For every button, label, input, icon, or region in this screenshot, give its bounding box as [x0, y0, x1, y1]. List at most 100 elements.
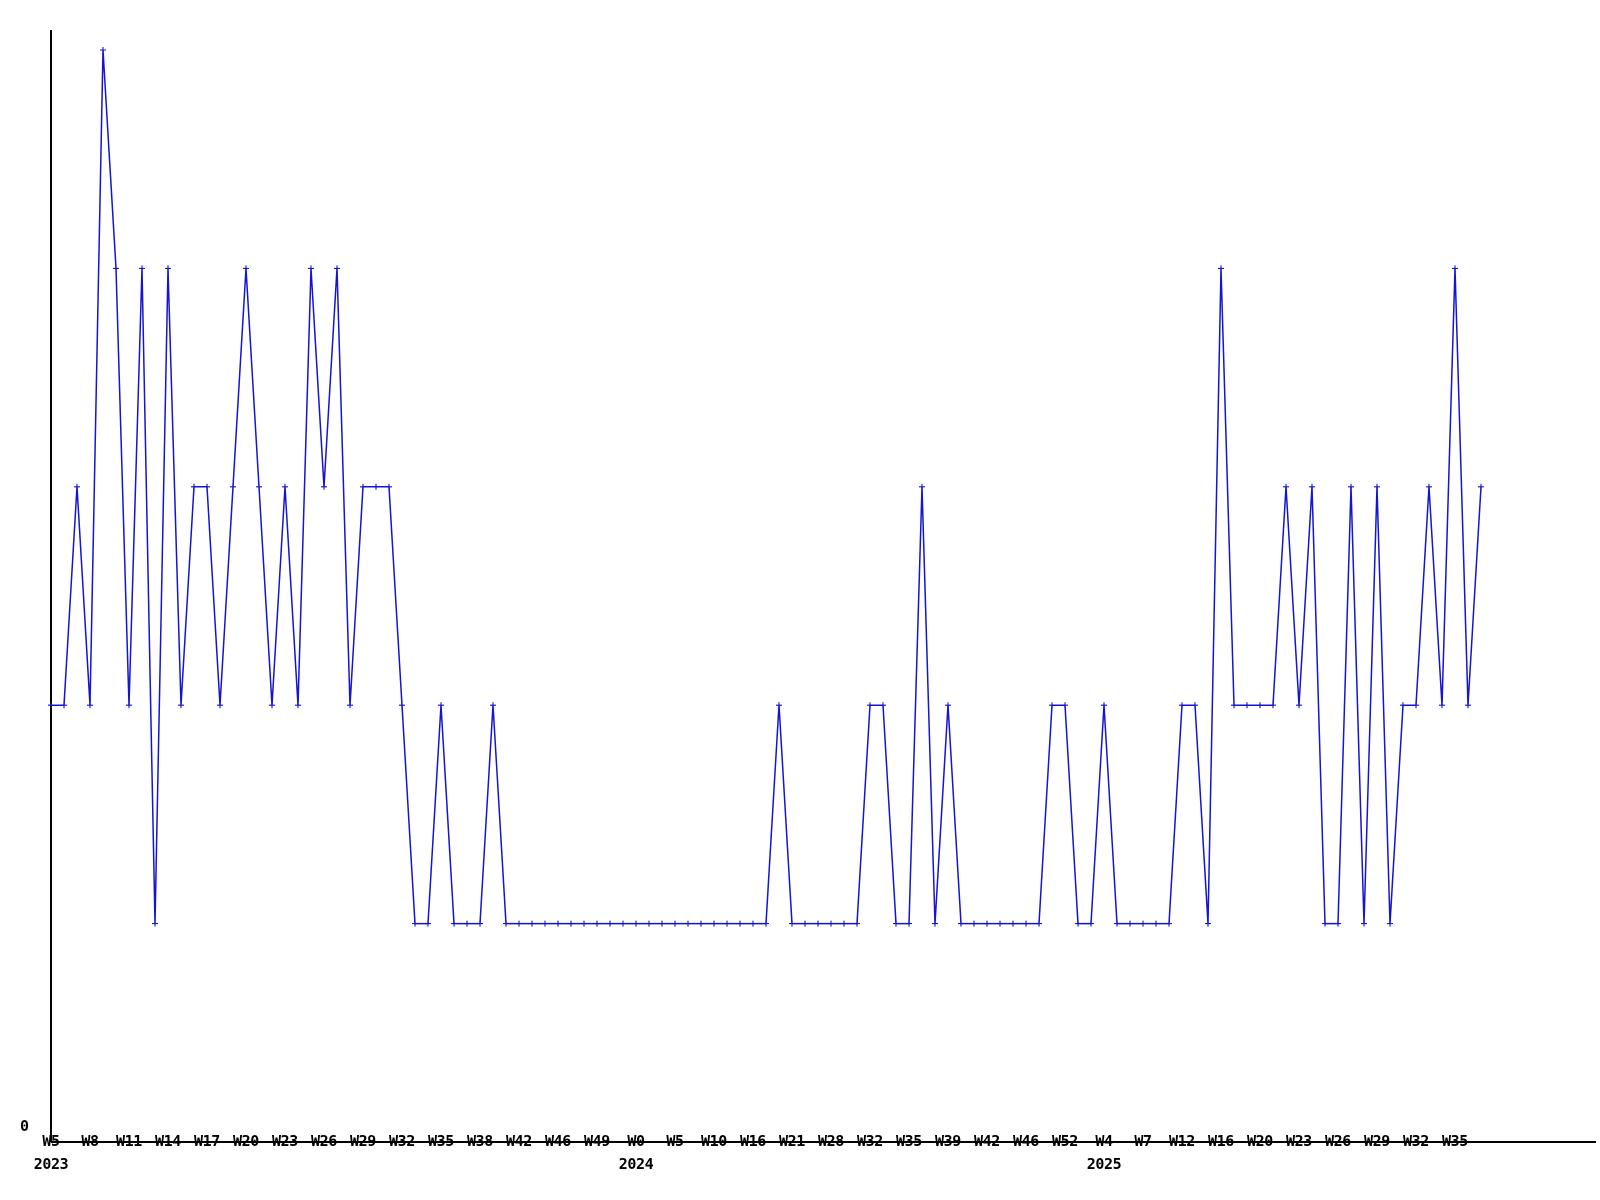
series-data-point	[971, 920, 977, 927]
series-data-point	[1036, 920, 1042, 927]
series-data-point	[737, 920, 743, 927]
x-axis-tick-label: W42	[974, 1132, 1000, 1150]
series-data-point	[1010, 920, 1016, 927]
series-data-point	[1127, 920, 1133, 927]
x-axis-year-label: 2024	[618, 1155, 654, 1173]
series-data-point	[178, 702, 184, 709]
series-data-point	[711, 920, 717, 927]
series-data-point	[1452, 265, 1458, 272]
series-data-point	[360, 483, 366, 490]
x-axis-tick-label: W38	[467, 1132, 493, 1150]
series-data-point	[1257, 702, 1263, 709]
x-axis-tick-label: W20	[1247, 1132, 1273, 1150]
series-data-point	[139, 265, 145, 272]
series-data-point	[321, 483, 327, 490]
series-data-point	[789, 920, 795, 927]
series-data-point	[1400, 702, 1406, 709]
series-data-point	[87, 702, 93, 709]
series-data-point	[581, 920, 587, 927]
x-axis-tick-label: W46	[1013, 1132, 1039, 1150]
series-data-point	[841, 920, 847, 927]
series-data-point	[1348, 483, 1354, 490]
x-axis-tick-label: W5	[42, 1132, 60, 1150]
series-data-point	[698, 920, 704, 927]
series-data-point	[945, 702, 951, 709]
series-data-point	[165, 265, 171, 272]
series-data-point	[1322, 920, 1328, 927]
series-data-point	[815, 920, 821, 927]
series-data-point	[984, 920, 990, 927]
series-data-point	[802, 920, 808, 927]
x-axis-tick-label: W32	[1403, 1132, 1429, 1150]
series-data-point	[958, 920, 964, 927]
series-data-point	[1270, 702, 1276, 709]
series-data-point	[334, 265, 340, 272]
series-data-point	[100, 47, 106, 53]
series-data-point	[490, 702, 496, 709]
x-axis-tick-label: W52	[1052, 1132, 1078, 1150]
series-data-point	[373, 483, 379, 490]
series-data-point	[529, 920, 535, 927]
series-data-point	[724, 920, 730, 927]
series-data-point	[932, 920, 938, 927]
series-data-point	[1114, 920, 1120, 927]
x-axis-tick-label: W0	[627, 1132, 645, 1150]
x-axis-tick-label: W21	[779, 1132, 805, 1150]
x-axis-tick-label: W20	[233, 1132, 259, 1150]
series-data-point	[477, 920, 483, 927]
series-data-point	[867, 702, 873, 709]
x-axis-tick-label: W49	[584, 1132, 610, 1150]
series-data-point	[503, 920, 509, 927]
series-data-point	[1465, 702, 1471, 709]
series-data-point	[906, 920, 912, 927]
series-data-point	[464, 920, 470, 927]
series-data-point	[1218, 265, 1224, 272]
series-data-point	[1088, 920, 1094, 927]
series-data-point	[191, 483, 197, 490]
series-data-point	[620, 920, 626, 927]
series-data-point	[516, 920, 522, 927]
series-marker-group	[48, 47, 1484, 927]
x-axis-tick-label: W26	[1325, 1132, 1351, 1150]
x-axis-tick-label: W46	[545, 1132, 571, 1150]
series-data-point	[750, 920, 756, 927]
series-data-point	[386, 483, 392, 490]
series-data-point	[1283, 483, 1289, 490]
series-data-point	[230, 483, 236, 490]
series-data-point	[672, 920, 678, 927]
series-data-point	[880, 702, 886, 709]
series-data-point	[61, 702, 67, 709]
series-data-point	[1335, 920, 1341, 927]
series-data-point	[893, 920, 899, 927]
series-data-point	[555, 920, 561, 927]
series-data-point	[1205, 920, 1211, 927]
x-axis-tick-label: W8	[81, 1132, 99, 1150]
x-axis-tick-label: W39	[935, 1132, 961, 1150]
series-data-point	[1166, 920, 1172, 927]
series-data-point	[1374, 483, 1380, 490]
x-axis-tick-label: W10	[701, 1132, 727, 1150]
x-axis-tick-label: W35	[896, 1132, 922, 1150]
series-data-point	[438, 702, 444, 709]
series-data-point	[243, 265, 249, 272]
x-axis-tick-label: W42	[506, 1132, 532, 1150]
series-group	[48, 47, 1484, 927]
x-axis-tick-label: W32	[389, 1132, 415, 1150]
series-data-point	[1296, 702, 1302, 709]
series-data-point	[646, 920, 652, 927]
x-axis-tick-label: W16	[740, 1132, 766, 1150]
series-data-point	[542, 920, 548, 927]
series-data-point	[217, 702, 223, 709]
x-axis-tick-label: W35	[428, 1132, 454, 1150]
series-data-point	[919, 483, 925, 490]
series-data-point	[763, 920, 769, 927]
series-data-point	[685, 920, 691, 927]
series-data-point	[1023, 920, 1029, 927]
x-axis-tick-label: W11	[116, 1132, 142, 1150]
series-data-point	[152, 920, 158, 927]
series-data-point	[1231, 702, 1237, 709]
series-data-point	[1361, 920, 1367, 927]
x-axis-tick-label: W7	[1134, 1132, 1152, 1150]
x-axis-tick-label: W26	[311, 1132, 337, 1150]
